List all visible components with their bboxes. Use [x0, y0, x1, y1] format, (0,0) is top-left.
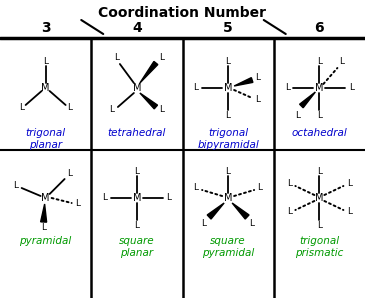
Text: L: L — [349, 83, 354, 92]
Text: M: M — [132, 83, 141, 93]
Text: L: L — [339, 58, 344, 66]
Text: L: L — [285, 83, 290, 92]
Text: M: M — [224, 193, 233, 203]
Text: L: L — [226, 111, 231, 119]
Text: 5: 5 — [223, 21, 233, 35]
Text: M: M — [41, 193, 50, 203]
Text: L: L — [255, 74, 261, 83]
Text: L: L — [13, 181, 18, 190]
Text: L: L — [258, 184, 263, 193]
Polygon shape — [207, 203, 224, 219]
Text: 3: 3 — [41, 21, 50, 35]
Text: L: L — [317, 111, 322, 119]
Text: L: L — [160, 105, 164, 114]
Text: L: L — [134, 221, 139, 229]
Text: 6: 6 — [315, 21, 324, 35]
Text: L: L — [255, 95, 261, 105]
Text: L: L — [287, 207, 292, 217]
Text: octahedral: octahedral — [292, 128, 347, 138]
Text: L: L — [193, 184, 199, 193]
Text: Coordination Number: Coordination Number — [99, 6, 266, 20]
Text: L: L — [347, 207, 352, 217]
Text: L: L — [347, 179, 352, 189]
Text: L: L — [226, 57, 231, 66]
Polygon shape — [300, 92, 315, 108]
Text: L: L — [317, 221, 322, 229]
Polygon shape — [140, 61, 158, 83]
Polygon shape — [234, 77, 253, 86]
Polygon shape — [41, 204, 47, 222]
Text: pyramidal: pyramidal — [19, 236, 72, 246]
Text: trigonal
prismatic: trigonal prismatic — [295, 236, 343, 257]
Text: L: L — [193, 83, 199, 92]
Text: L: L — [110, 105, 114, 114]
Text: M: M — [315, 193, 324, 203]
Text: L: L — [134, 167, 139, 176]
Text: L: L — [295, 111, 300, 119]
Text: L: L — [317, 167, 322, 176]
Text: M: M — [132, 193, 141, 203]
Text: L: L — [114, 54, 119, 63]
Text: tetrahedral: tetrahedral — [108, 128, 166, 138]
Text: L: L — [75, 199, 80, 209]
Text: L: L — [317, 57, 322, 66]
Text: square
pyramidal: square pyramidal — [202, 236, 254, 257]
Polygon shape — [140, 93, 158, 109]
Text: L: L — [250, 218, 255, 227]
Text: M: M — [41, 83, 50, 93]
Text: 4: 4 — [132, 21, 142, 35]
Text: M: M — [224, 83, 233, 93]
Text: L: L — [226, 167, 231, 176]
Text: L: L — [41, 224, 46, 232]
Text: L: L — [67, 170, 72, 179]
Text: M: M — [315, 83, 324, 93]
Text: L: L — [160, 54, 164, 63]
Text: L: L — [19, 103, 24, 113]
Text: trigonal
bipyramidal: trigonal bipyramidal — [197, 128, 259, 150]
Text: L: L — [287, 179, 292, 189]
Text: L: L — [166, 193, 172, 203]
Text: L: L — [43, 57, 48, 66]
Polygon shape — [232, 203, 249, 219]
Text: trigonal
planar: trigonal planar — [26, 128, 66, 150]
Text: L: L — [102, 193, 107, 203]
Text: square
planar: square planar — [119, 236, 155, 257]
Text: L: L — [67, 103, 72, 113]
Text: L: L — [201, 218, 207, 227]
